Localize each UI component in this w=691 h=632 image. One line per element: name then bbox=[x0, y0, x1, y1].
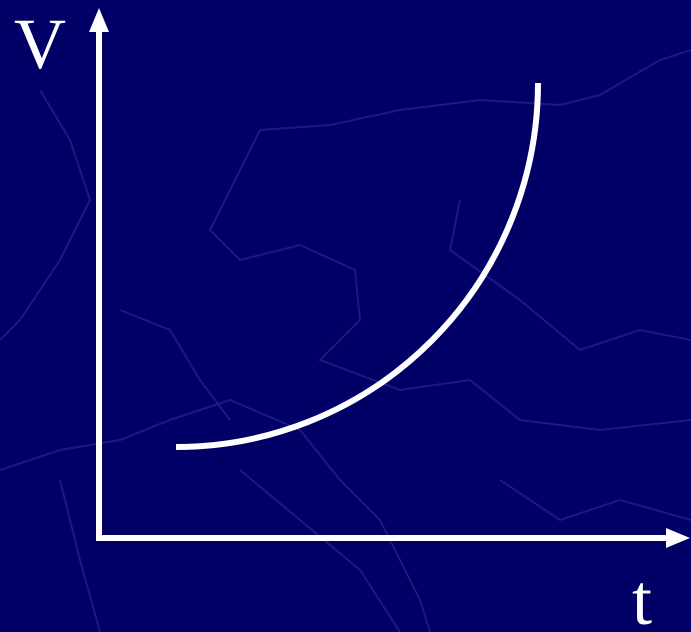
curve bbox=[175, 82, 541, 450]
map-line bbox=[0, 398, 431, 632]
map-line bbox=[448, 199, 691, 352]
map-line bbox=[0, 89, 92, 341]
map-line bbox=[208, 129, 691, 432]
y-axis-label: V bbox=[14, 4, 66, 84]
background-map bbox=[0, 49, 691, 632]
map-line bbox=[499, 479, 691, 522]
map-line bbox=[119, 309, 231, 421]
axes bbox=[89, 8, 690, 548]
map-line bbox=[59, 479, 101, 632]
x-axis-label: t bbox=[632, 560, 652, 632]
map-line bbox=[239, 469, 401, 632]
x-axis-arrow bbox=[666, 528, 690, 548]
map-line bbox=[259, 49, 691, 131]
y-axis-arrow bbox=[89, 8, 109, 32]
